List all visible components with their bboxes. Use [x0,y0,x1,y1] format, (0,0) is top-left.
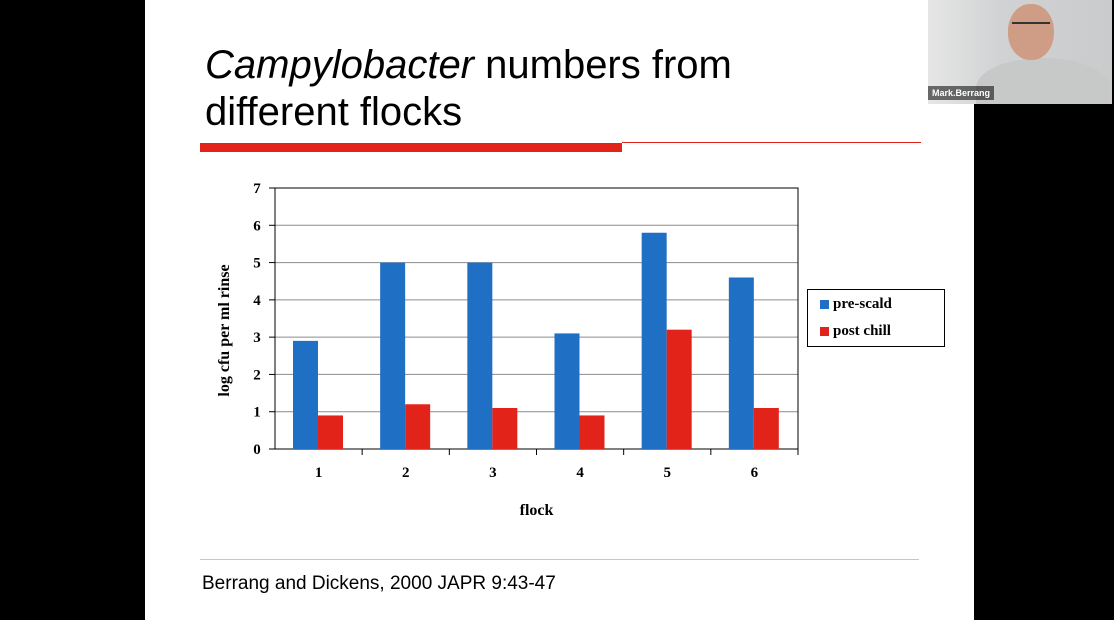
bar-post-chill-6 [753,407,779,449]
participant-glasses [1012,22,1050,31]
legend-swatch-pre-scald [820,300,829,309]
plot-area-border [274,187,799,450]
bar-pre-scald-1 [293,340,318,449]
y-tick-label: 4 [253,293,261,309]
footer-divider [200,559,919,560]
bar-post-chill-4 [579,415,605,449]
bar-pre-scald-4 [554,333,580,449]
x-tick-label: 6 [751,465,759,481]
x-tick-label: 3 [489,465,497,481]
bar-post-chill-5 [666,329,692,449]
presentation-slide: Campylobacter numbers from different flo… [145,0,974,620]
legend-swatch-post-chill [820,327,829,336]
bar-pre-scald-3 [467,262,493,449]
x-tick-label: 2 [402,465,410,481]
participant-name-label: Mark.Berrang [928,86,995,100]
legend-label-pre-scald: pre-scald [833,296,892,312]
legend-label-post-chill: post chill [833,323,891,339]
legend-item-post-chill: post chill [820,323,891,340]
slide-title: Campylobacter numbers from different flo… [205,42,825,136]
bar-chart: 0 1 2 3 4 5 6 7 1 2 3 4 5 6 flock log cfu per ml rinse [216,181,799,519]
x-axis-label: flock [520,502,554,519]
x-tick-label: 1 [315,465,323,481]
y-tick-label: 2 [253,367,261,383]
y-tick-label: 1 [253,405,261,421]
citation-text: Berrang and Dickens, 2000 JAPR 9:43-47 [202,573,556,594]
participant-video-tile[interactable]: Mark.Berrang [928,0,1112,104]
slide-title-italic: Campylobacter [205,43,475,87]
y-axis-label: log cfu per ml rinse [216,264,233,396]
participant-head [1008,4,1054,60]
title-accent-bar [200,143,622,152]
y-tick-label: 7 [253,181,261,197]
bar-pre-scald-5 [641,232,667,449]
bar-pre-scald-6 [728,277,754,449]
y-tick-label: 5 [253,256,261,272]
x-tick-label: 5 [664,465,672,481]
slide-title-rest: numbers from different flocks [205,43,732,134]
title-accent-line [622,142,921,143]
chart-legend: pre-scald post chill [807,289,945,347]
y-tick-label: 3 [253,330,261,346]
bar-pre-scald-2 [380,262,406,449]
bar-post-chill-1 [318,415,343,449]
bar-post-chill-3 [492,407,518,449]
bar-post-chill-2 [405,404,431,449]
participant-shirt [976,58,1110,104]
y-tick-label: 6 [253,218,261,234]
y-tick-label: 0 [253,442,261,458]
x-tick-label: 4 [576,465,584,481]
legend-item-pre-scald: pre-scald [820,296,892,313]
